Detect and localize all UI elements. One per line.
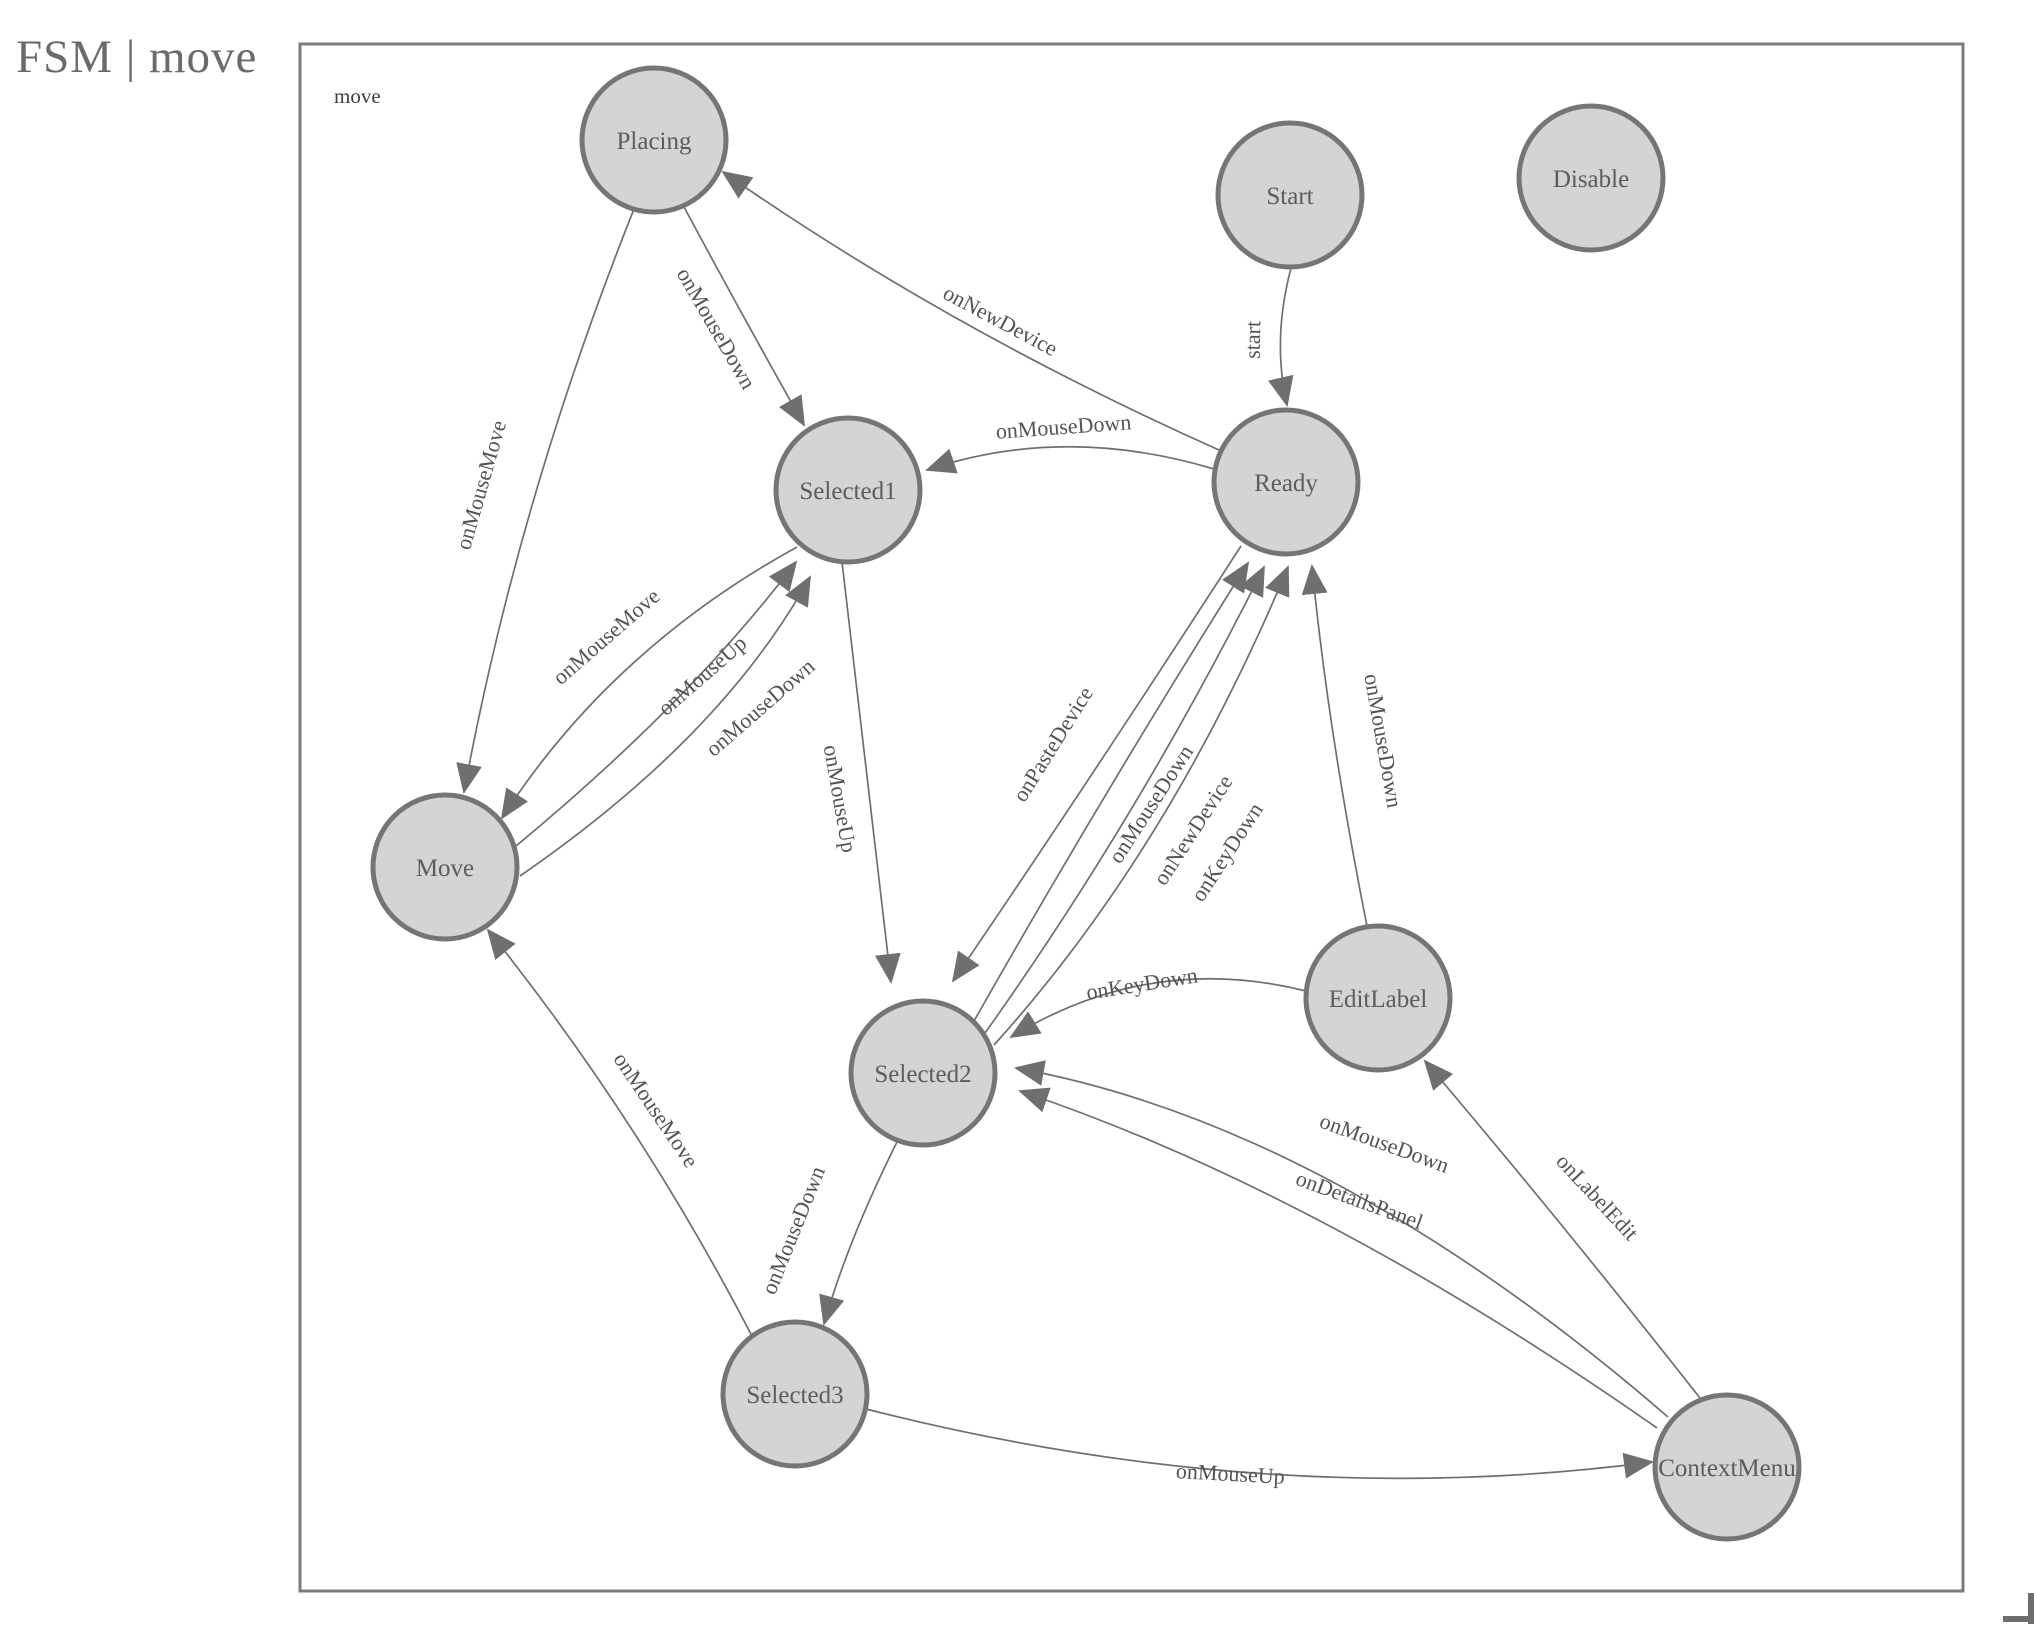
edge-placing-selected1 [683,206,805,427]
edge-label-onmousemove-s1-move: onMouseMove [548,583,665,689]
edge-label-start: start [1240,321,1266,359]
node-start[interactable]: Start [1215,120,1365,270]
node-contextmenu[interactable]: ContextMenu [1652,1392,1802,1542]
edge-contextmenu-selected2-mousedown [1014,1060,1669,1418]
edge-label-onnewdevice: onNewDevice [939,280,1062,361]
edge-label-ondetailspanel: onDetailsPanel [1293,1165,1427,1234]
edge-label-onmousedown-placing: onMouseDown [672,263,761,393]
edge-selected2-ready-newdevice [984,565,1265,1034]
node-label-selected1: Selected1 [799,478,896,505]
node-move[interactable]: Move [370,792,520,942]
viewport-corner-fragment-horizontal [2003,1616,2034,1622]
node-ready[interactable]: Ready [1211,407,1361,557]
page-title: FSM | move [16,31,258,83]
node-label-start: Start [1266,183,1313,210]
node-label-disable: Disable [1553,166,1629,193]
edge-label-onmousedown-editlabel-ready: onMouseDown [1359,672,1407,810]
edge-placing-move [456,208,635,794]
edge-label-onmousedown-s2-s3: onMouseDown [756,1163,830,1298]
node-selected3[interactable]: Selected3 [720,1319,870,1469]
edge-editlabel-ready [1301,564,1368,927]
node-label-selected3: Selected3 [746,1382,843,1409]
node-label-editlabel: EditLabel [1329,986,1428,1013]
edge-layer [456,170,1701,1480]
diagram-frame-label: move [334,84,381,108]
edge-label-onmouseup-s3-contextmenu: onMouseUp [1175,1458,1285,1489]
node-label-selected2: Selected2 [874,1061,971,1088]
viewport-corner-fragment-vertical [2028,1593,2034,1624]
edge-label-onmousemove-placing: onMouseMove [450,417,511,552]
edge-selected1-selected2 [841,561,901,984]
edge-ready-selected1 [925,445,1215,474]
node-label-placing: Placing [617,128,692,155]
node-placing[interactable]: Placing [579,65,729,215]
node-editlabel[interactable]: EditLabel [1303,923,1453,1073]
edge-label-onkeydown-editlabel-s2: onKeyDown [1084,962,1199,1004]
edge-label-onmouseup-s1-s2: onMouseUp [819,743,863,854]
node-layer: Placing Start Disable Ready Selected1 Mo… [370,65,1802,1542]
edge-move-selected1-down [519,575,811,877]
edge-ready-selected2 [951,545,1242,983]
node-selected1[interactable]: Selected1 [773,415,923,565]
edge-selected3-move [486,928,753,1337]
edge-editlabel-selected2 [1009,977,1307,1039]
edge-label-onpastedevice: onPasteDevice [1007,682,1097,806]
edge-label-onmousedown-ready-s1: onMouseDown [995,409,1132,443]
edge-move-selected1-up [515,560,798,847]
edge-label-onmousedown-contextmenu-s2: onMouseDown [1317,1108,1453,1178]
edge-label-onmousemove-s3-move: onMouseMove [609,1048,704,1172]
edge-ready-placing [721,170,1220,451]
node-label-move: Move [416,855,474,882]
edge-contextmenu-selected2-detailspanel [1018,1087,1658,1429]
diagram-frame [298,42,1965,1593]
edge-selected3-contextmenu [865,1408,1654,1480]
node-disable[interactable]: Disable [1516,103,1666,253]
edge-selected2-ready-mousedown [973,561,1250,1022]
edge-start-ready [1268,267,1294,407]
node-label-contextmenu: ContextMenu [1658,1455,1796,1482]
node-selected2[interactable]: Selected2 [848,998,998,1148]
edge-selected2-ready-keydown [993,565,1290,1046]
node-label-ready: Ready [1254,470,1318,497]
edge-label-onmouseup-move-s1: onMouseUp [653,630,751,720]
edge-selected2-selected3 [819,1141,898,1326]
edge-contextmenu-editlabel [1423,1059,1701,1399]
edge-selected1-move [500,546,798,820]
